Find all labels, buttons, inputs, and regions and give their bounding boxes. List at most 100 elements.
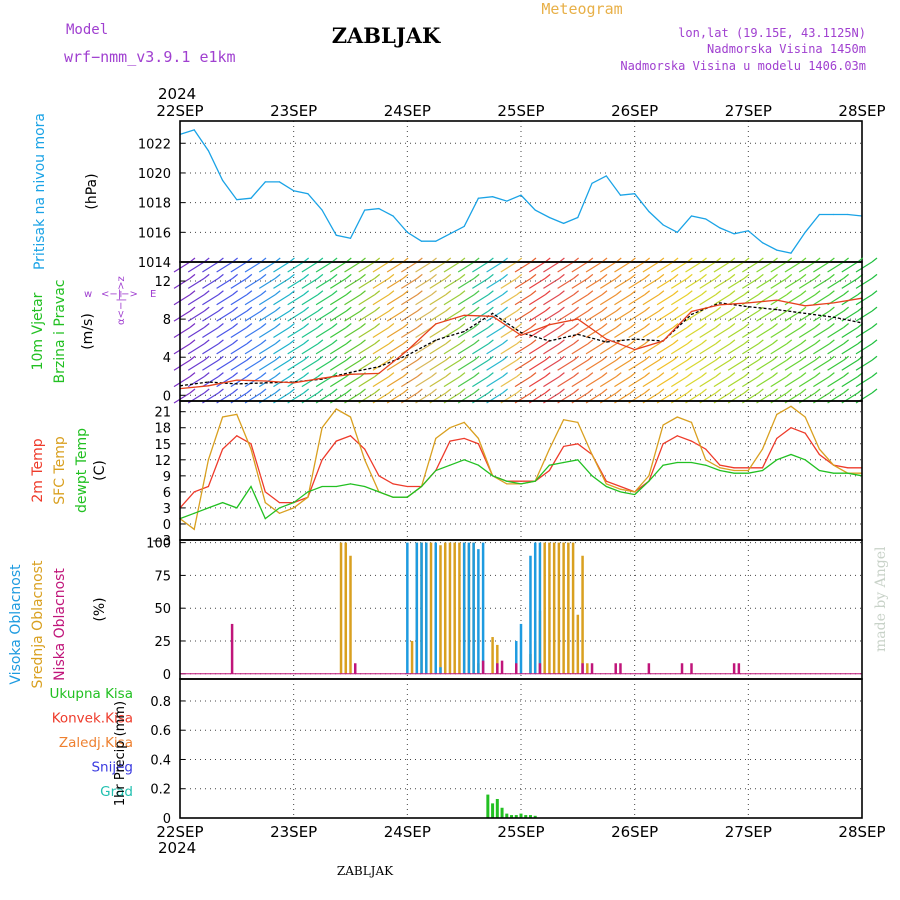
wind-barb bbox=[429, 326, 447, 339]
wind-barb bbox=[401, 310, 418, 322]
wind-barb-flag bbox=[672, 355, 679, 361]
wind-barb-flag bbox=[573, 323, 579, 328]
wind-barb bbox=[514, 294, 532, 306]
wind-barb bbox=[827, 277, 844, 289]
wind-barb-flag bbox=[488, 273, 494, 279]
wind-barb bbox=[685, 359, 702, 371]
y-tick-label: 1018 bbox=[138, 197, 171, 212]
wind-barb bbox=[628, 376, 645, 388]
data-point-t2m bbox=[619, 485, 622, 488]
data-point-dewpt bbox=[364, 485, 366, 488]
wind-barb bbox=[784, 294, 802, 306]
wind-barb-flag bbox=[232, 355, 238, 361]
data-point-slp bbox=[705, 218, 707, 220]
coords-text: lon,lat (19.15E, 43.1125N) bbox=[678, 26, 866, 40]
station-title: ZABLJAK bbox=[332, 23, 441, 48]
data-point-speed bbox=[207, 381, 210, 383]
data-point-tsfc bbox=[832, 464, 835, 466]
data-point-tsfc bbox=[463, 421, 465, 423]
y-axis-title: Brzina i Pravac bbox=[52, 280, 68, 384]
wind-barb bbox=[216, 343, 233, 355]
wind-barb bbox=[372, 294, 390, 306]
wind-barb bbox=[173, 261, 191, 273]
y-tick-label: 12 bbox=[154, 454, 171, 469]
wind-barb bbox=[287, 310, 304, 322]
data-point-dewpt bbox=[449, 464, 451, 466]
panel-frame bbox=[179, 678, 863, 819]
wind-barb bbox=[216, 277, 233, 289]
wind-barb-flag bbox=[388, 306, 395, 312]
data-point-dewpt bbox=[278, 507, 281, 509]
wind-barb bbox=[301, 376, 319, 388]
wind-barb-flag bbox=[658, 306, 665, 312]
wind-barb-flag bbox=[729, 290, 736, 296]
data-point-gust bbox=[207, 385, 210, 387]
compass-mid: <−|−> bbox=[101, 289, 138, 300]
wind-barb bbox=[415, 376, 432, 388]
wind-barb bbox=[415, 261, 432, 273]
wind-barb-flag bbox=[757, 306, 764, 312]
data-point-tsfc bbox=[307, 496, 309, 498]
wind-barb-flag bbox=[203, 372, 210, 378]
wind-barb-flag bbox=[544, 290, 551, 296]
wind-barb bbox=[358, 359, 376, 371]
wind-barb-flag bbox=[203, 273, 210, 279]
wind-barb-flag bbox=[189, 273, 196, 279]
wind-barb-flag bbox=[573, 388, 579, 394]
y-tick-label: 1022 bbox=[138, 137, 171, 152]
wind-barb bbox=[557, 343, 574, 355]
data-point-dewpt bbox=[207, 507, 210, 509]
wind-barb-flag bbox=[786, 273, 793, 279]
wind-barb-flag bbox=[871, 388, 878, 394]
wind-barb bbox=[841, 343, 859, 355]
wind-barb-flag bbox=[416, 290, 423, 296]
wind-barb-flag bbox=[800, 290, 807, 296]
data-point-t2m bbox=[548, 469, 551, 472]
wind-barb bbox=[628, 326, 645, 339]
data-point-slp bbox=[548, 216, 551, 219]
wind-barb-flag bbox=[743, 290, 750, 296]
wind-barb-flag bbox=[203, 339, 210, 345]
wind-barb bbox=[599, 261, 617, 273]
wind-barb-flag bbox=[374, 323, 381, 328]
x-tick-label-top: 24SEP bbox=[384, 102, 431, 120]
wind-barb bbox=[670, 376, 688, 388]
wind-barb bbox=[571, 343, 589, 355]
data-point-tsfc bbox=[676, 416, 678, 418]
y-tick-label: 1020 bbox=[138, 167, 171, 182]
wind-barb-flag bbox=[345, 339, 352, 345]
data-point-dewpt bbox=[506, 480, 508, 482]
wind-barb-flag bbox=[559, 339, 565, 345]
wind-barb-flag bbox=[260, 339, 267, 345]
wind-barb bbox=[543, 359, 560, 371]
wind-barb bbox=[713, 359, 731, 371]
wind-barb bbox=[500, 326, 518, 339]
data-point-dewpt bbox=[420, 485, 423, 488]
wind-barb-flag bbox=[772, 355, 778, 361]
data-point-slp bbox=[506, 200, 508, 202]
wind-barb-flag bbox=[800, 323, 807, 328]
wind-barb-flag bbox=[630, 388, 636, 394]
wind-barb-flag bbox=[260, 290, 267, 296]
wind-barb bbox=[457, 376, 475, 388]
wind-barb bbox=[514, 261, 532, 273]
wind-barb-flag bbox=[814, 273, 821, 279]
wind-barb bbox=[699, 310, 717, 322]
wind-barb-flag bbox=[402, 372, 409, 378]
wind-barb-flag bbox=[203, 306, 210, 312]
wind-barb bbox=[543, 376, 560, 388]
data-point-slp bbox=[719, 227, 721, 229]
wind-barb bbox=[543, 277, 560, 289]
wind-barb-flag bbox=[402, 290, 409, 296]
wind-barb bbox=[443, 277, 461, 289]
data-point-slp bbox=[776, 249, 778, 251]
wind-barb-flag bbox=[459, 323, 466, 328]
wind-barb-flag bbox=[644, 306, 651, 312]
wind-barb bbox=[543, 326, 560, 339]
wind-barb bbox=[528, 359, 546, 371]
wind-barb-flag bbox=[289, 372, 295, 378]
y-tick-label: 1016 bbox=[138, 226, 171, 241]
wind-barb-flag bbox=[757, 372, 764, 378]
wind-barb-flag bbox=[459, 306, 466, 312]
data-point-dewpt bbox=[307, 491, 309, 493]
